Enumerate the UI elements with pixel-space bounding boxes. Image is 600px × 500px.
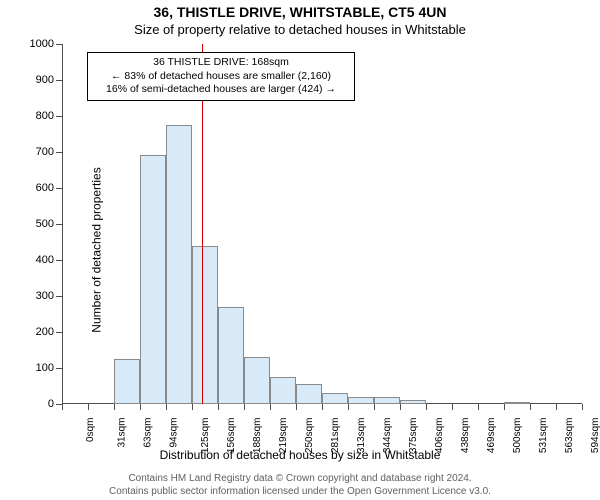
histogram-bar — [348, 397, 374, 404]
histogram-bar — [400, 400, 426, 404]
y-tick-label: 800 — [36, 110, 62, 122]
x-tick — [192, 404, 193, 410]
credits-line1: Contains HM Land Registry data © Crown c… — [0, 473, 600, 486]
histogram-bar — [504, 402, 530, 404]
histogram-bar — [192, 246, 218, 404]
histogram-bar — [140, 155, 166, 404]
x-tick — [374, 404, 375, 410]
x-axis-label: Distribution of detached houses by size … — [0, 448, 600, 462]
x-tick — [582, 404, 583, 410]
x-tick — [140, 404, 141, 410]
y-axis-line — [62, 44, 63, 404]
credits: Contains HM Land Registry data © Crown c… — [0, 473, 600, 498]
plot-area: 010020030040050060070080090010000sqm31sq… — [62, 44, 582, 404]
histogram-bar — [270, 377, 296, 404]
y-tick-label: 300 — [36, 290, 62, 302]
histogram-bar — [296, 384, 322, 404]
x-tick-label: 63sqm — [143, 418, 154, 448]
y-tick-label: 200 — [36, 326, 62, 338]
x-tick-label: 31sqm — [117, 418, 128, 448]
x-tick — [218, 404, 219, 410]
histogram-bar — [114, 359, 140, 404]
x-tick — [478, 404, 479, 410]
x-tick — [62, 404, 63, 410]
x-tick-label: 94sqm — [169, 418, 180, 448]
histogram-bar — [374, 397, 400, 404]
y-tick-label: 700 — [36, 146, 62, 158]
x-tick — [322, 404, 323, 410]
histogram-bar — [166, 125, 192, 404]
chart-title-address: 36, THISTLE DRIVE, WHITSTABLE, CT5 4UN — [0, 4, 600, 20]
x-tick — [88, 404, 89, 410]
y-tick-label: 400 — [36, 254, 62, 266]
y-tick-label: 600 — [36, 182, 62, 194]
y-tick-label: 0 — [48, 398, 62, 410]
x-tick — [348, 404, 349, 410]
annotation-box: 36 THISTLE DRIVE: 168sqm← 83% of detache… — [87, 52, 355, 101]
x-tick — [530, 404, 531, 410]
x-tick — [244, 404, 245, 410]
y-tick-label: 100 — [36, 362, 62, 374]
x-tick — [114, 404, 115, 410]
chart-container: 36, THISTLE DRIVE, WHITSTABLE, CT5 4UN S… — [0, 0, 600, 500]
y-tick-label: 500 — [36, 218, 62, 230]
x-tick — [556, 404, 557, 410]
x-tick — [452, 404, 453, 410]
annotation-line-1: 36 THISTLE DRIVE: 168sqm — [94, 56, 348, 70]
x-tick — [270, 404, 271, 410]
x-tick — [296, 404, 297, 410]
y-tick-label: 900 — [36, 74, 62, 86]
credits-line2: Contains public sector information licen… — [0, 486, 600, 499]
annotation-line-3: 16% of semi-detached houses are larger (… — [94, 83, 348, 97]
histogram-bar — [244, 357, 270, 404]
annotation-line-2: ← 83% of detached houses are smaller (2,… — [94, 70, 348, 84]
x-tick — [400, 404, 401, 410]
histogram-bar — [218, 307, 244, 404]
chart-subtitle: Size of property relative to detached ho… — [0, 22, 600, 37]
x-tick — [504, 404, 505, 410]
x-tick — [166, 404, 167, 410]
x-tick — [426, 404, 427, 410]
x-tick-label: 0sqm — [85, 418, 96, 442]
histogram-bar — [322, 393, 348, 404]
y-tick-label: 1000 — [30, 38, 62, 50]
